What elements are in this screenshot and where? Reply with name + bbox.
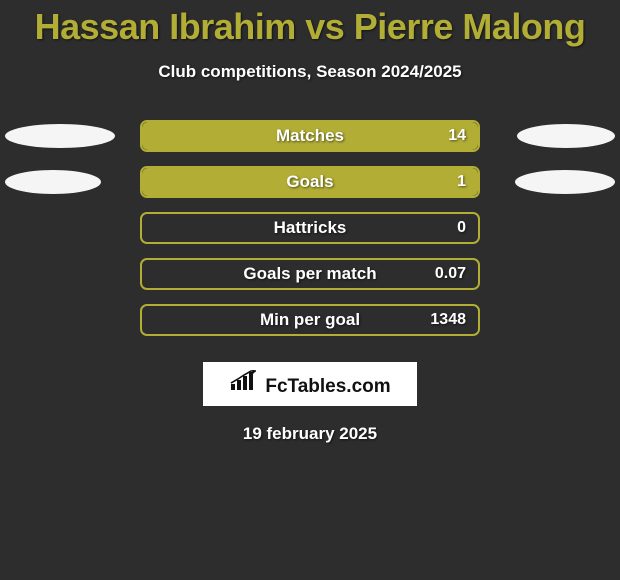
logo-box: FcTables.com xyxy=(203,362,417,406)
logo-text: FcTables.com xyxy=(265,376,390,398)
stat-value: 0 xyxy=(457,219,466,237)
stat-value: 1348 xyxy=(430,311,466,329)
bars-icon xyxy=(229,370,259,392)
footer-date: 19 february 2025 xyxy=(0,424,620,444)
player-ellipse-right xyxy=(517,124,615,148)
page-subtitle: Club competitions, Season 2024/2025 xyxy=(0,62,620,82)
stat-row: Goals per match0.07 xyxy=(0,258,620,290)
stat-bar: Matches14 xyxy=(140,120,480,152)
stat-row: Goals1 xyxy=(0,166,620,198)
page-title: Hassan Ibrahim vs Pierre Malong xyxy=(0,0,620,48)
stat-bar: Goals1 xyxy=(140,166,480,198)
stat-label: Hattricks xyxy=(142,218,478,238)
stat-label: Matches xyxy=(142,126,478,146)
player-ellipse-right xyxy=(515,170,615,194)
stat-bar: Goals per match0.07 xyxy=(140,258,480,290)
stat-value: 0.07 xyxy=(435,265,466,283)
player-ellipse-left xyxy=(5,170,101,194)
stat-value: 1 xyxy=(457,173,466,191)
stats-container: Matches14 Goals1 Hattricks0 Goals per match… xyxy=(0,120,620,336)
stat-label: Min per goal xyxy=(142,310,478,330)
stat-row: Min per goal1348 xyxy=(0,304,620,336)
logo: FcTables.com xyxy=(229,370,390,398)
stat-label: Goals per match xyxy=(142,264,478,284)
stat-row: Matches14 xyxy=(0,120,620,152)
stat-bar: Min per goal1348 xyxy=(140,304,480,336)
stat-label: Goals xyxy=(142,172,478,192)
stat-bar: Hattricks0 xyxy=(140,212,480,244)
stat-row: Hattricks0 xyxy=(0,212,620,244)
player-ellipse-left xyxy=(5,124,115,148)
stat-value: 14 xyxy=(448,127,466,145)
